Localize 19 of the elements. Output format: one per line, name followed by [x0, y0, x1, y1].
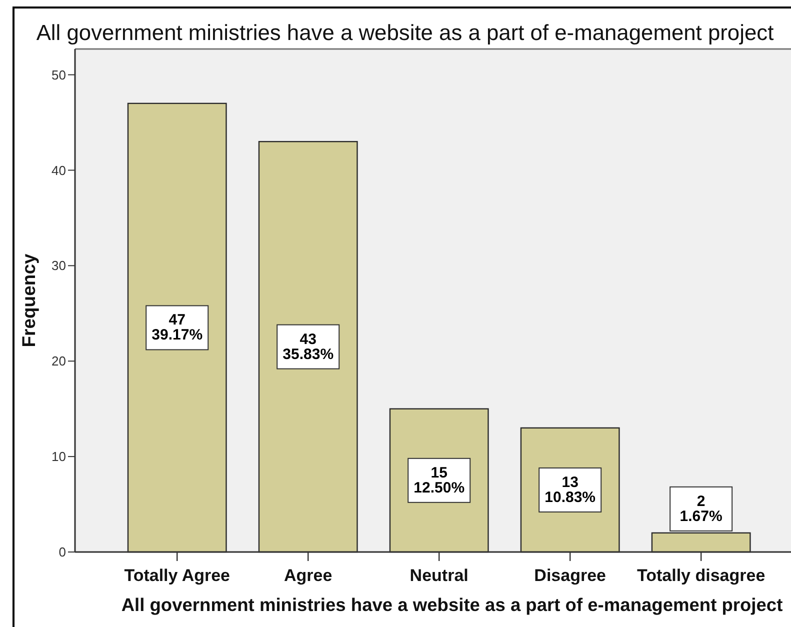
data-label: 13 10.83% [544, 474, 596, 506]
y-tick-label: 30 [52, 258, 66, 274]
y-tick-label: 50 [52, 67, 66, 82]
y-tick-label: 10 [52, 449, 66, 464]
data-label: 43 35.83% [282, 330, 334, 363]
data-label: 47 39.17% [152, 312, 203, 344]
chart-title: All government ministries have a website as a part of e-management project [36, 20, 774, 45]
x-tick-label: Agree [284, 566, 332, 585]
x-tick-label: Disagree [534, 566, 606, 585]
y-tick-label: 40 [52, 162, 66, 178]
x-tick-label: Neutral [410, 566, 468, 585]
data-label: 15 12.50% [414, 464, 465, 496]
y-axis-title: Frequency [18, 253, 39, 348]
data-label: 2 1.67% [680, 492, 722, 525]
y-tick-label: 0 [58, 544, 66, 560]
x-tick-label: Totally Agree [124, 566, 230, 585]
y-tick-label: 20 [52, 354, 66, 369]
x-axis-title: All government ministries have a website as a part of e-management project [121, 594, 783, 615]
x-tick-label: Totally disagree [636, 566, 766, 585]
